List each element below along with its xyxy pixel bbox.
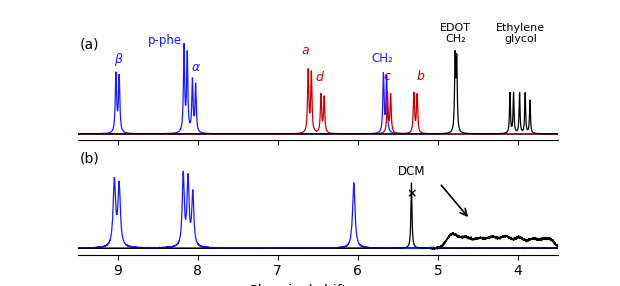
Text: EDOT
CH₂: EDOT CH₂	[440, 23, 471, 44]
Text: DCM: DCM	[397, 165, 425, 178]
Text: d: d	[316, 71, 324, 84]
Text: a: a	[302, 44, 309, 57]
Text: (a): (a)	[80, 37, 99, 51]
Text: b: b	[416, 70, 424, 83]
X-axis label: Chemical shift, ppm: Chemical shift, ppm	[249, 284, 387, 286]
Text: p-phe: p-phe	[148, 34, 182, 47]
Text: α: α	[191, 61, 200, 74]
Text: c: c	[383, 70, 390, 83]
Text: ×: ×	[406, 187, 417, 200]
Text: Ethylene
glycol: Ethylene glycol	[496, 23, 545, 44]
Text: β: β	[113, 53, 122, 66]
Text: CH₂: CH₂	[371, 52, 392, 65]
Text: (b): (b)	[80, 152, 100, 166]
